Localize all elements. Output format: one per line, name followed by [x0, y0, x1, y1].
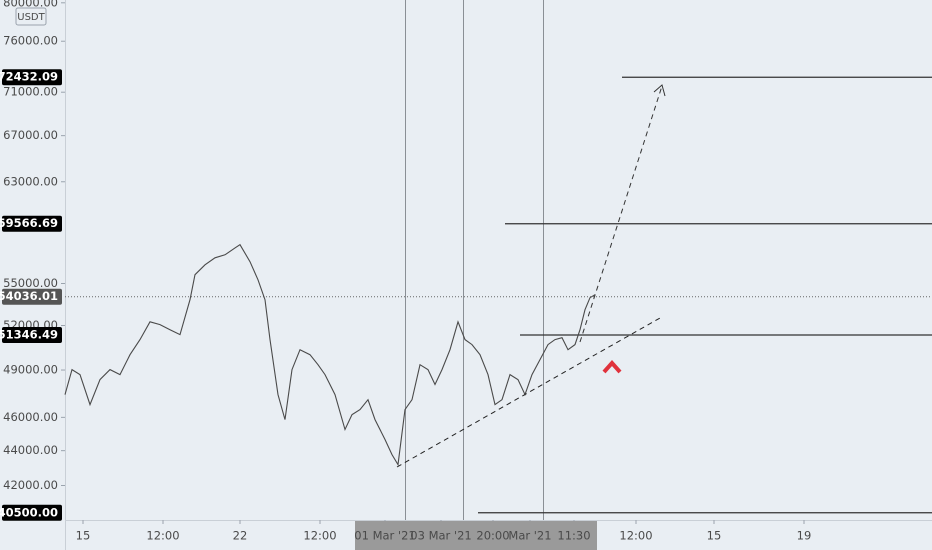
price-level-label: 51346.49 [0, 327, 58, 341]
y-tick-label: 67000.00 [3, 128, 58, 142]
currency-label: USDT [17, 12, 45, 23]
price-level-tag [2, 288, 62, 305]
price-level-label: 54036.01 [0, 289, 58, 303]
x-tick-label: Mar '21 [508, 529, 551, 543]
price-level-tag [2, 215, 62, 232]
time-range-highlight [355, 521, 597, 550]
x-tick-label: 12:00 [146, 529, 179, 543]
y-tick-label: 44000.00 [3, 443, 58, 457]
y-tick-label: 55000.00 [3, 276, 58, 290]
price-level-tag [2, 504, 62, 521]
x-tick-label: 15 [707, 529, 722, 543]
price-line [64, 243, 596, 467]
x-tick-label: 01 Mar '21 [354, 529, 415, 543]
x-tick-label: 11:30 [557, 529, 590, 543]
x-tick-label: 03 Mar '21 [410, 529, 471, 543]
y-tick-label: 71000.00 [3, 85, 58, 99]
price-level-label: 72432.09 [0, 70, 58, 84]
x-tick-label: 15 [76, 529, 91, 543]
y-tick-label: 46000.00 [3, 410, 58, 424]
x-tick-label: 22 [233, 529, 248, 543]
currency-box [15, 7, 47, 26]
price-level-label: 59566.69 [0, 216, 58, 230]
y-tick-label: 42000.00 [3, 478, 58, 492]
y-tick-label: 63000.00 [3, 174, 58, 188]
y-tick-label: 49000.00 [3, 363, 58, 377]
x-tick-label: 12:00 [303, 529, 336, 543]
up-caret [602, 359, 622, 374]
x-tick-label: 20:00 [476, 529, 509, 543]
projection-arrowhead [653, 84, 666, 97]
y-tick-label: 80000.00 [3, 0, 58, 9]
y-tick-label: 76000.00 [3, 34, 58, 48]
plot [61, 0, 932, 524]
price-level-tag [2, 326, 62, 343]
price-level-tag [2, 69, 62, 86]
x-tick-label: 12:00 [619, 529, 652, 543]
x-tick-label: 19 [797, 529, 812, 543]
price-level-label: 40500.00 [0, 505, 58, 519]
